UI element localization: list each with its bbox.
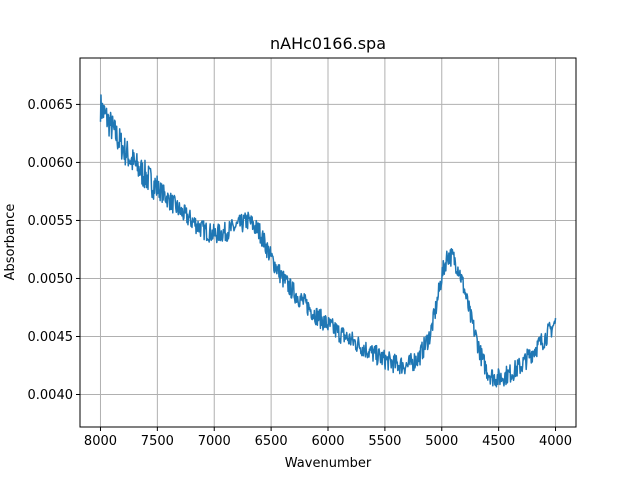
x-tick-label: 7500 — [141, 434, 174, 449]
x-tick-label: 8000 — [84, 434, 117, 449]
y-tick-label: 0.0065 — [28, 98, 74, 113]
y-tick-label: 0.0050 — [28, 272, 74, 287]
x-tick-label: 4000 — [539, 434, 572, 449]
y-axis-label: Absorbance — [3, 204, 18, 281]
x-tick-label: 6000 — [311, 434, 344, 449]
y-tick-label: 0.0060 — [28, 156, 74, 171]
x-axis-label: Wavenumber — [285, 456, 372, 471]
x-tick-label: 7000 — [198, 434, 231, 449]
y-tick-label: 0.0055 — [28, 214, 74, 229]
x-tick-label: 5500 — [368, 434, 401, 449]
x-tick-label: 6500 — [255, 434, 288, 449]
absorbance-series-line — [99, 94, 557, 388]
grid — [80, 58, 576, 427]
data-series — [99, 94, 557, 388]
chart-title: nAHc0166.spa — [270, 34, 386, 53]
x-tick-label: 5000 — [425, 434, 458, 449]
y-tick-label: 0.0045 — [28, 330, 74, 345]
axis-ticks: 8000 7500 7000 6500 6000 5500 5000 4500 4000 0.00… — [28, 98, 573, 449]
x-tick-label: 4500 — [482, 434, 515, 449]
y-tick-label: 0.0040 — [28, 388, 74, 403]
